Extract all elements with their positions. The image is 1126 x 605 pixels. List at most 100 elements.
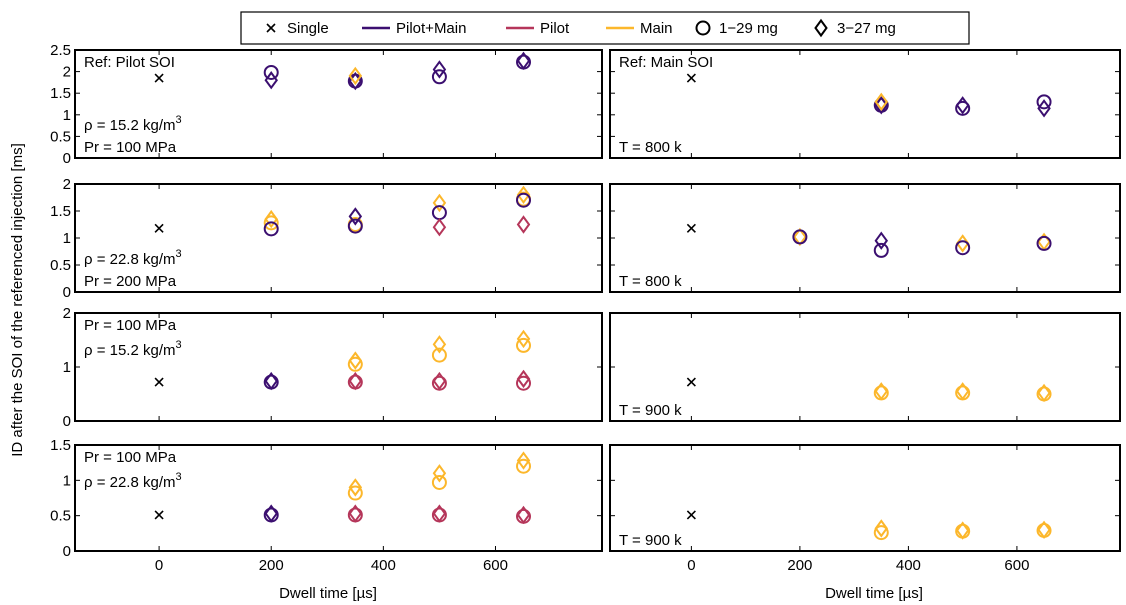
data-point-main-diamond <box>348 351 363 370</box>
data-point-main-circle <box>431 347 447 363</box>
data-point-main-diamond <box>348 66 363 86</box>
data-point-single-x <box>154 223 164 233</box>
y-tick-label: 2 <box>63 64 71 81</box>
panel-annotation: ρ = 22.8 kg/m3 <box>84 471 182 491</box>
data-point-main-diamond <box>1037 383 1051 403</box>
data-point-pilot-diamond <box>516 505 531 525</box>
data-point-pilot-diamond <box>432 218 447 237</box>
legend-label: Single <box>287 20 329 37</box>
legend-entry: Pilot+Main <box>362 20 466 37</box>
data-point-main-circle <box>873 525 889 541</box>
data-point-pilot_main-circle <box>792 229 808 245</box>
panel-annotation: ρ = 15.2 kg/m3 <box>84 339 182 359</box>
data-point-pilot_main-circle <box>263 221 279 237</box>
panel-frame <box>74 49 603 159</box>
y-tick-label: 0.5 <box>50 128 71 145</box>
panel-r4-left: 0 0.5 1 1.5 0 200 400 600 Pr = 100 MPa ρ = 22.8 k… <box>50 437 603 574</box>
legend-label: Pilot <box>540 20 570 37</box>
data-point-main-diamond <box>516 185 531 204</box>
x-axis-label-left: Dwell time [µs] <box>279 585 377 602</box>
panels: 0 0.5 1 1.5 2 2.5 Ref: Pilot SOI ρ = 15.2 kg/m3… <box>50 42 1121 574</box>
legend-marker-swatch <box>266 23 276 33</box>
panel-r3-left: 0 1 2 Pr = 100 MPa ρ = 15.2 kg/m3 <box>63 305 603 430</box>
data-point-pilot_main-diamond <box>955 96 970 115</box>
data-point-single-x <box>154 377 164 387</box>
data-point-pilot-diamond <box>348 504 363 523</box>
data-point-pilot_main-circle <box>431 69 447 85</box>
data-point-pilot_main-circle <box>1036 235 1052 251</box>
data-point-pilot_main-circle <box>955 100 971 116</box>
y-tick-label: 0 <box>63 413 71 430</box>
panel-frame <box>609 49 1121 159</box>
panel-frame <box>609 183 1121 293</box>
data-point-pilot_main-diamond <box>516 51 531 70</box>
data-point-main-diamond <box>432 193 447 213</box>
y-axis-label: ID after the SOI of the referenced injec… <box>9 143 26 456</box>
data-point-pilot-diamond <box>432 504 447 523</box>
panel-annotation: Pr = 200 MPa <box>84 273 177 290</box>
data-point-single-x <box>686 510 696 520</box>
panel-annotation: Pr = 100 MPa <box>84 449 177 466</box>
y-tick-label: 1.5 <box>50 203 71 220</box>
legend-entry: Pilot <box>506 20 570 37</box>
data-point-main-circle <box>516 458 532 474</box>
data-point-pilot_main-circle <box>873 242 889 258</box>
data-point-pilot_main-circle <box>516 192 532 208</box>
panel-r1-left: 0 0.5 1 1.5 2 2.5 Ref: Pilot SOI ρ = 15.2 kg/m3… <box>50 42 603 167</box>
panel-r3-right: T = 900 k <box>609 312 1121 422</box>
panel-annotation: Pr = 100 MPa <box>84 317 177 334</box>
data-point-pilot_main-diamond <box>264 371 278 391</box>
legend-marker-swatch <box>814 18 828 38</box>
data-point-single-x <box>686 377 696 387</box>
y-tick-label: 0.5 <box>50 508 71 525</box>
data-point-pilot_main-circle <box>955 240 971 256</box>
y-tick-label: 1 <box>63 230 71 247</box>
panel-r2-left: 0 0.5 1 1.5 2 ρ = 22.8 kg/m3 Pr = 200 MPa <box>50 176 603 301</box>
x-tick-label: 400 <box>371 557 396 574</box>
panel-frame <box>74 444 603 552</box>
panel-r1-right: Ref: Main SOI T = 800 k <box>609 49 1121 159</box>
y-tick-label: 0 <box>63 284 71 301</box>
y-tick-label: 1 <box>63 359 71 376</box>
panel-r2-right: T = 800 k <box>609 183 1121 293</box>
data-point-pilot-diamond <box>516 369 531 389</box>
x-tick-label: 200 <box>259 557 284 574</box>
data-point-pilot-diamond <box>432 371 447 391</box>
panel-annotation: T = 800 k <box>619 139 682 156</box>
legend-label: 1−29 mg <box>719 20 778 37</box>
data-point-main-diamond <box>874 382 889 401</box>
panel-annotation: T = 800 k <box>619 273 682 290</box>
legend-label: Main <box>640 20 673 37</box>
y-tick-label: 1.5 <box>50 85 71 102</box>
data-point-main-circle <box>347 485 363 501</box>
data-point-pilot_main-diamond <box>264 71 278 90</box>
legend-label: Pilot+Main <box>396 20 466 37</box>
data-point-pilot_main-diamond <box>264 504 278 523</box>
data-point-main-diamond <box>516 451 531 470</box>
data-point-main-circle <box>431 474 447 490</box>
data-point-main-circle <box>347 356 363 372</box>
data-point-single-x <box>154 510 164 520</box>
data-point-pilot_main-circle <box>263 64 279 80</box>
legend-entry: 3−27 mg <box>814 18 896 38</box>
legend-entry: Single <box>266 20 329 37</box>
data-point-main-diamond <box>955 234 970 253</box>
data-point-main-diamond <box>874 92 889 112</box>
panel-r4-right: 0 200 400 600 T = 900 k <box>609 444 1121 574</box>
data-point-pilot_main-diamond <box>432 60 447 79</box>
data-point-main-circle <box>263 215 279 231</box>
data-point-main-diamond <box>432 464 447 483</box>
x-axis-label-right: Dwell time [µs] <box>825 585 923 602</box>
x-tick-label: 600 <box>483 557 508 574</box>
x-tick-label: 400 <box>896 557 921 574</box>
y-tick-label: 0 <box>63 543 71 560</box>
y-tick-label: 0 <box>63 150 71 167</box>
data-point-pilot-diamond <box>516 215 531 234</box>
panel-annotation: Pr = 100 MPa <box>84 139 177 156</box>
data-point-main-diamond <box>1037 520 1051 539</box>
y-tick-label: 1.5 <box>50 437 71 454</box>
data-point-main-diamond <box>955 521 970 540</box>
x-tick-label: 0 <box>155 557 163 574</box>
data-point-main-diamond <box>955 382 970 401</box>
